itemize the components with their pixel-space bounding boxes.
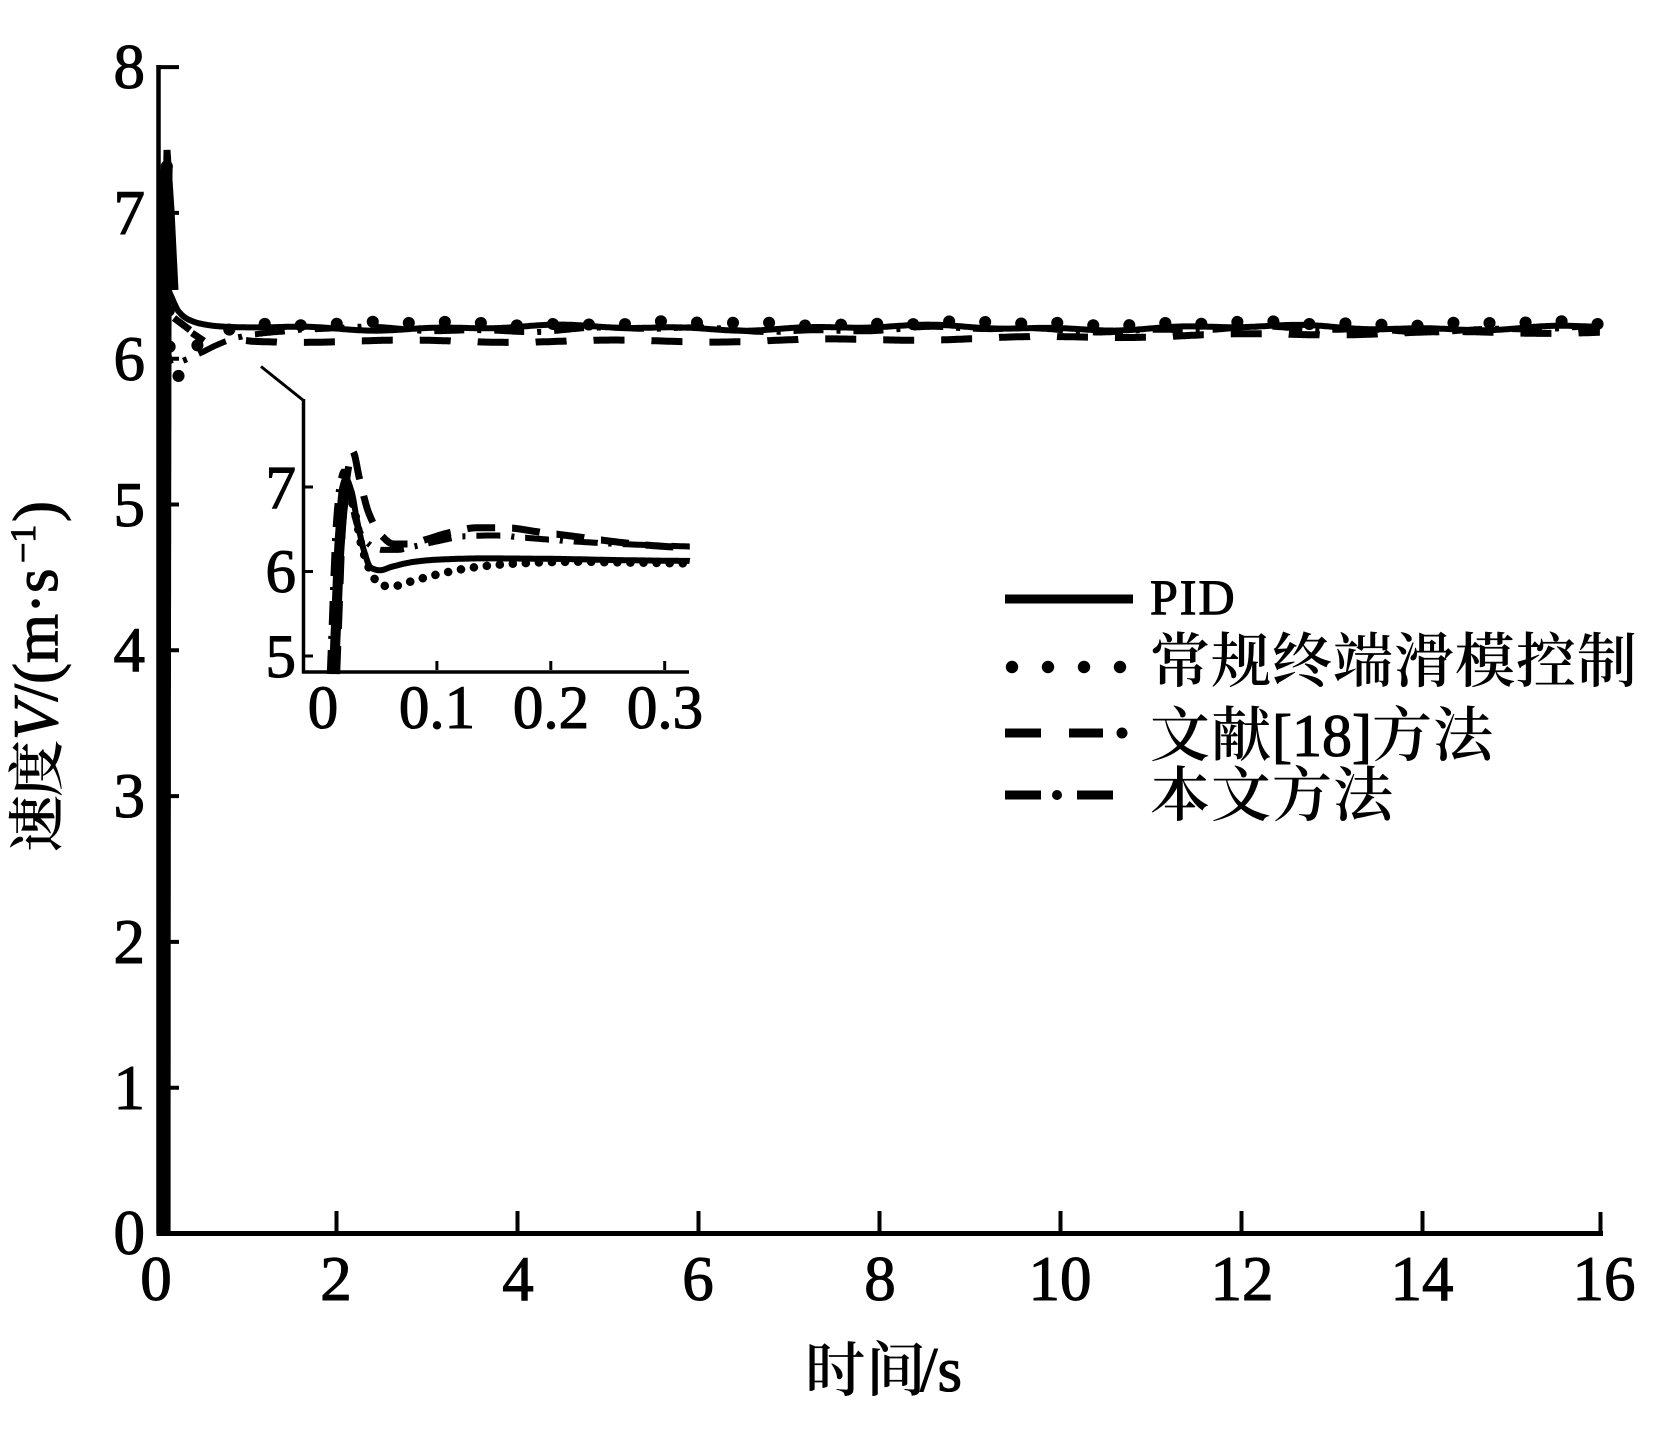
- svg-text:0.2: 0.2: [513, 675, 589, 742]
- svg-text:0: 0: [114, 1198, 146, 1268]
- svg-text:5: 5: [114, 470, 146, 540]
- svg-text:): ): [1, 501, 71, 522]
- svg-text:4: 4: [502, 1244, 534, 1314]
- svg-text:6: 6: [114, 324, 146, 394]
- svg-text:7: 7: [114, 178, 146, 248]
- svg-text:/s: /s: [920, 1335, 962, 1405]
- svg-text:1: 1: [114, 1053, 146, 1123]
- svg-text:14: 14: [1391, 1244, 1454, 1314]
- svg-text:V/(m·s: V/(m·s: [1, 569, 71, 740]
- svg-text:6: 6: [682, 1244, 714, 1314]
- svg-text:[18]: [18]: [1272, 703, 1372, 769]
- svg-text:4: 4: [114, 615, 146, 685]
- svg-text:3: 3: [114, 761, 146, 831]
- svg-text:8: 8: [864, 1244, 896, 1314]
- svg-text:16: 16: [1573, 1244, 1636, 1314]
- svg-text:2: 2: [320, 1244, 352, 1314]
- svg-text:10: 10: [1029, 1244, 1092, 1314]
- svg-text:2: 2: [114, 907, 146, 977]
- svg-text:0: 0: [140, 1244, 172, 1314]
- svg-text:12: 12: [1211, 1244, 1274, 1314]
- svg-text:5: 5: [266, 624, 297, 691]
- svg-text:8: 8: [114, 32, 146, 102]
- svg-text:7: 7: [266, 455, 297, 522]
- svg-text:0.1: 0.1: [399, 675, 475, 742]
- svg-text:0: 0: [308, 675, 339, 742]
- svg-text:0.3: 0.3: [627, 675, 703, 742]
- svg-text:−1: −1: [3, 525, 43, 563]
- svg-text:PID: PID: [1150, 569, 1237, 625]
- svg-text:6: 6: [266, 539, 297, 606]
